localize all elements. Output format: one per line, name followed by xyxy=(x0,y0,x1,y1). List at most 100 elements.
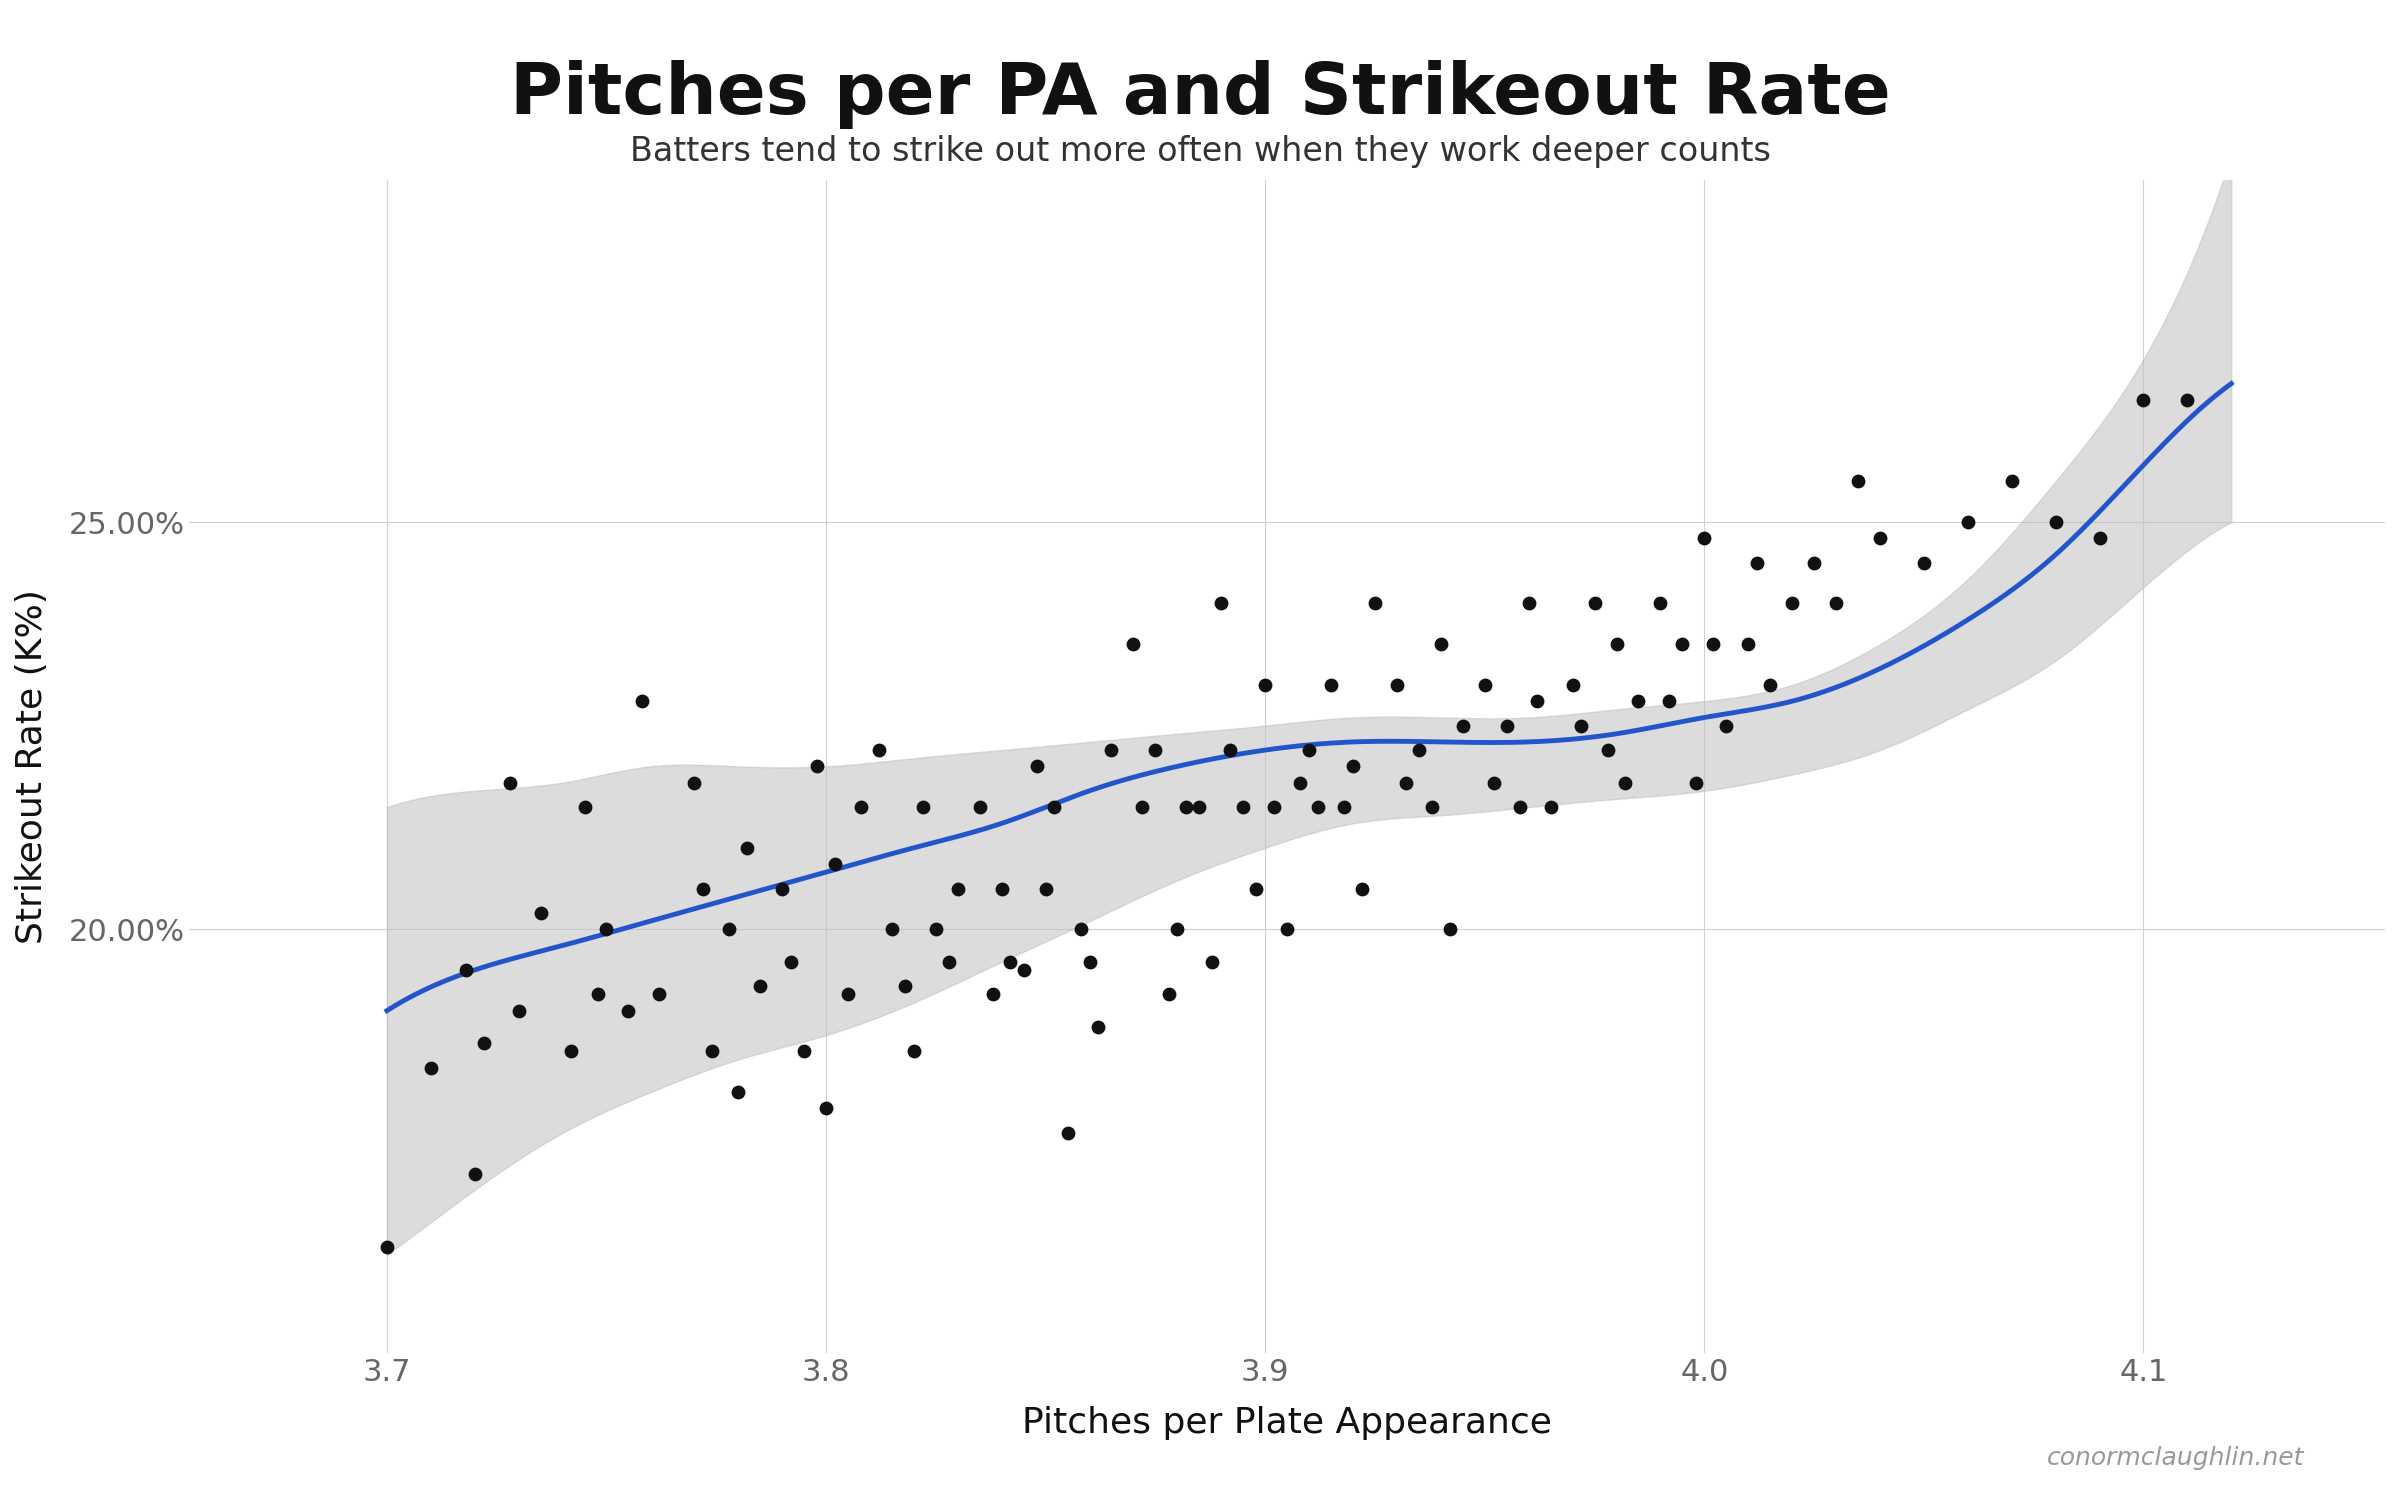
Point xyxy=(1135,738,1174,762)
Point xyxy=(773,950,811,974)
Point xyxy=(1414,795,1452,819)
Point xyxy=(974,982,1013,1006)
Point xyxy=(1246,674,1284,698)
Point xyxy=(1421,632,1459,656)
Point xyxy=(859,738,898,762)
Point xyxy=(2167,388,2206,412)
Point xyxy=(446,958,485,982)
Point xyxy=(1906,550,1944,574)
Point xyxy=(1752,674,1790,698)
Point xyxy=(2081,526,2119,550)
Point xyxy=(1519,688,1558,712)
Point xyxy=(1049,1120,1087,1144)
Point xyxy=(1738,550,1776,574)
Point xyxy=(1574,591,1613,615)
Point xyxy=(641,982,679,1006)
Point xyxy=(1181,795,1219,819)
Point xyxy=(1838,470,1877,494)
Point xyxy=(1356,591,1394,615)
Point xyxy=(1706,714,1745,738)
Point xyxy=(2124,388,2162,412)
Point xyxy=(1992,470,2030,494)
Point xyxy=(1255,795,1294,819)
Point xyxy=(1620,688,1658,712)
Point xyxy=(1488,714,1526,738)
Point xyxy=(1034,795,1073,819)
Point xyxy=(816,852,854,876)
Point xyxy=(960,795,998,819)
Point xyxy=(982,876,1020,900)
Point xyxy=(1728,632,1766,656)
Point xyxy=(1387,771,1426,795)
Text: Batters tend to strike out more often when they work deeper counts: Batters tend to strike out more often wh… xyxy=(629,135,1771,168)
Point xyxy=(1193,950,1231,974)
X-axis label: Pitches per Plate Appearance: Pitches per Plate Appearance xyxy=(1022,1406,1553,1440)
Y-axis label: Strikeout Rate (K%): Strikeout Rate (K%) xyxy=(14,590,48,944)
Point xyxy=(1510,591,1548,615)
Point xyxy=(684,876,722,900)
Point xyxy=(1606,771,1644,795)
Point xyxy=(886,974,924,998)
Point xyxy=(806,1096,845,1120)
Point xyxy=(2038,510,2076,534)
Point xyxy=(1166,795,1205,819)
Point xyxy=(1313,674,1351,698)
Point xyxy=(1378,674,1416,698)
Point xyxy=(1589,738,1627,762)
Point xyxy=(917,916,955,940)
Point xyxy=(1466,674,1505,698)
Point xyxy=(552,1040,590,1064)
Point xyxy=(1474,771,1512,795)
Point xyxy=(1774,591,1812,615)
Point xyxy=(1399,738,1438,762)
Point xyxy=(588,916,626,940)
Point xyxy=(874,916,912,940)
Point xyxy=(1860,526,1898,550)
Point xyxy=(742,974,780,998)
Point xyxy=(1949,510,1987,534)
Point xyxy=(1663,632,1702,656)
Point xyxy=(1562,714,1601,738)
Point xyxy=(1018,754,1056,778)
Point xyxy=(1159,916,1198,940)
Point xyxy=(1027,876,1066,900)
Point xyxy=(1202,591,1241,615)
Point xyxy=(895,1040,934,1064)
Point xyxy=(710,916,749,940)
Point xyxy=(1070,950,1109,974)
Point xyxy=(367,1234,406,1258)
Point xyxy=(1500,795,1538,819)
Point xyxy=(785,1040,823,1064)
Point xyxy=(499,999,538,1023)
Point xyxy=(463,1030,502,1054)
Point xyxy=(1795,550,1834,574)
Point xyxy=(578,982,617,1006)
Point xyxy=(1092,738,1130,762)
Point xyxy=(1150,982,1188,1006)
Point xyxy=(490,771,528,795)
Point xyxy=(763,876,802,900)
Point xyxy=(938,876,977,900)
Point xyxy=(1651,688,1690,712)
Point xyxy=(1238,876,1277,900)
Point xyxy=(991,950,1030,974)
Point xyxy=(1817,591,1855,615)
Point xyxy=(1675,771,1714,795)
Point xyxy=(1282,771,1320,795)
Point xyxy=(566,795,605,819)
Point xyxy=(1298,795,1337,819)
Point xyxy=(727,836,766,860)
Text: conormclaughlin.net: conormclaughlin.net xyxy=(2047,1446,2304,1470)
Point xyxy=(521,902,559,926)
Point xyxy=(1212,738,1250,762)
Point xyxy=(1342,876,1380,900)
Point xyxy=(1061,916,1099,940)
Point xyxy=(1642,591,1680,615)
Point xyxy=(456,1161,494,1185)
Point xyxy=(1224,795,1262,819)
Point xyxy=(1006,958,1044,982)
Point xyxy=(1598,632,1637,656)
Point xyxy=(694,1040,732,1064)
Point xyxy=(1445,714,1483,738)
Point xyxy=(1553,674,1591,698)
